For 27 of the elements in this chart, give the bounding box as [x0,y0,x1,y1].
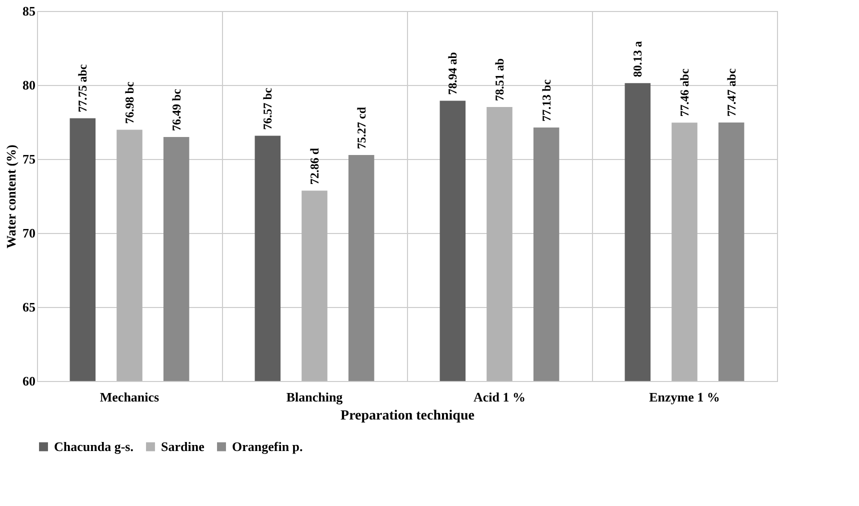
y-tick-label: 80 [22,78,36,92]
y-tick-label: 75 [22,152,36,166]
data-label: 72.86 d [308,148,322,185]
legend-label: Chacunda g-s. [54,438,134,454]
y-axis-title: Water content (%) [4,144,18,248]
data-label: 76.98 bc [122,81,136,124]
data-label: 76.57 bc [260,87,275,130]
x-tick-label: Mechanics [100,390,160,404]
x-tick-label: Acid 1 % [474,390,526,404]
data-label: 77.13 bc [539,78,554,122]
y-tick-label: 65 [22,300,36,314]
data-label: 77.75 abc [76,64,90,112]
legend-label: Sardine [161,438,205,454]
y-tick-label: 70 [22,226,36,240]
data-label: 78.94 ab [446,52,460,95]
data-label: 80.13 a [630,41,645,78]
data-label: 75.27 cd [354,106,368,150]
x-tick-label: Blanching [286,390,344,404]
data-label: 76.49 bc [169,88,184,131]
legend-label: Orangefin p. [232,438,303,454]
y-tick-label: 85 [22,4,36,18]
data-label: 78.51 ab [492,58,506,102]
y-tick-label: 60 [22,374,36,388]
x-axis-title: Preparation technique [340,408,474,424]
data-label: 77.46 abc [678,68,692,117]
x-tick-label: Enzyme 1 % [649,390,720,404]
data-label: 77.47 abc [724,68,738,116]
